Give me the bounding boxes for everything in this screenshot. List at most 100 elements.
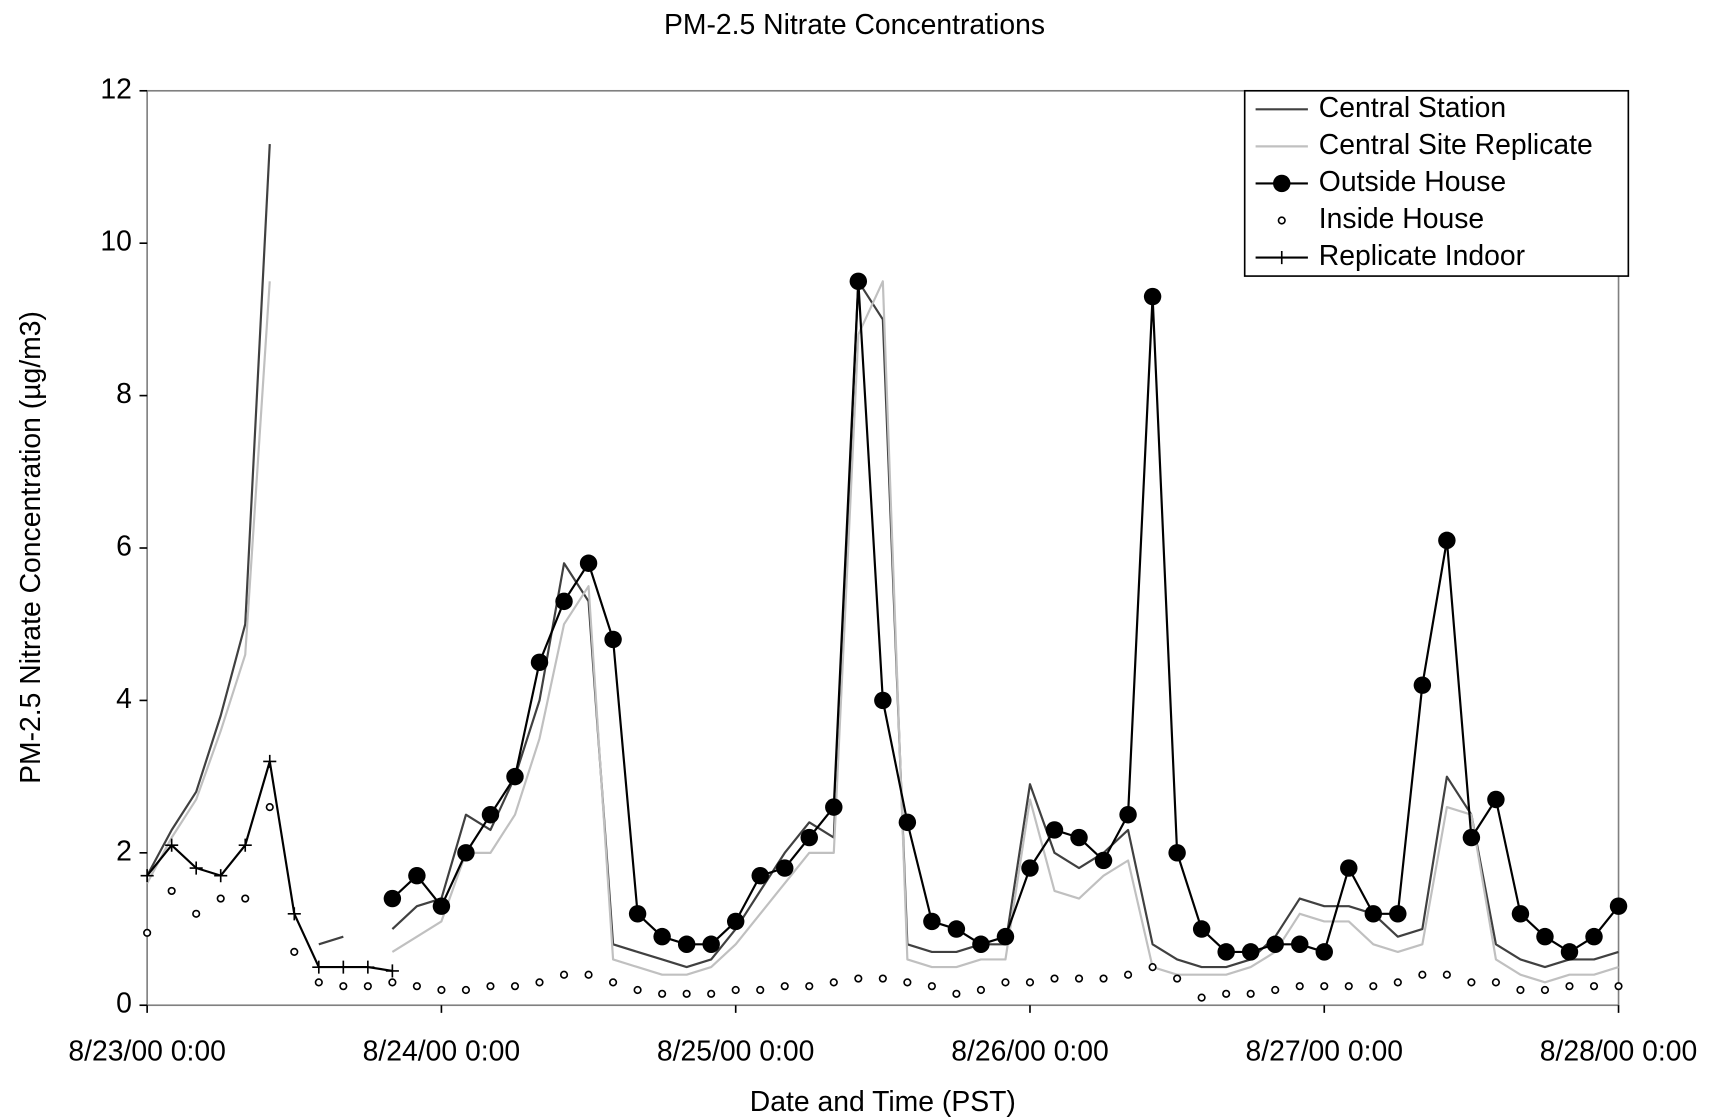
data-point xyxy=(265,803,274,812)
data-point xyxy=(314,978,323,987)
data-point xyxy=(1295,982,1304,991)
data-point xyxy=(1173,974,1182,983)
data-point xyxy=(383,889,402,908)
data-point xyxy=(878,974,887,983)
data-point xyxy=(1589,982,1599,991)
x-tick-label: 8/26/00 0:00 xyxy=(951,1036,1109,1068)
data-point xyxy=(1074,974,1084,983)
data-point xyxy=(363,982,372,991)
legend-marker xyxy=(1273,174,1291,193)
x-tick-label: 8/25/00 0:00 xyxy=(657,1036,815,1068)
data-point xyxy=(923,912,941,931)
y-tick-label: 10 xyxy=(100,226,132,258)
data-point xyxy=(1614,982,1623,991)
data-point xyxy=(432,897,451,915)
legend-marker xyxy=(1277,216,1286,225)
data-point xyxy=(776,859,794,877)
data-point xyxy=(1344,982,1353,991)
series-line xyxy=(146,760,393,972)
data-point xyxy=(1021,859,1039,877)
data-point xyxy=(1413,676,1432,694)
data-point xyxy=(481,806,500,824)
data-point xyxy=(1467,978,1476,987)
data-point xyxy=(854,974,863,983)
data-point xyxy=(751,866,769,885)
data-point xyxy=(1001,978,1010,987)
data-point xyxy=(457,844,475,862)
data-point xyxy=(192,909,201,918)
data-point xyxy=(756,985,765,995)
y-tick-label: 0 xyxy=(116,988,132,1020)
data-point xyxy=(1565,982,1574,991)
legend-box xyxy=(1243,89,1630,277)
data-point xyxy=(780,982,789,991)
y-tick-label: 8 xyxy=(116,378,132,410)
data-point xyxy=(385,964,399,978)
x-tick-label: 8/24/00 0:00 xyxy=(363,1036,521,1068)
legend-marker xyxy=(1275,251,1289,265)
data-point xyxy=(143,928,152,937)
data-point xyxy=(388,978,397,987)
data-point xyxy=(1418,970,1427,979)
x-axis-label: Date and Time (PST) xyxy=(750,1086,1016,1118)
data-point xyxy=(927,982,936,991)
data-point xyxy=(1491,978,1501,987)
data-point xyxy=(437,985,446,995)
data-point xyxy=(1192,920,1211,938)
data-point xyxy=(336,960,350,974)
data-point xyxy=(1119,806,1137,824)
data-point xyxy=(486,982,495,991)
data-point xyxy=(1217,943,1235,961)
data-point xyxy=(1123,970,1133,979)
data-point xyxy=(535,978,544,987)
series-line xyxy=(146,280,1619,984)
data-point xyxy=(1266,935,1284,953)
data-point xyxy=(339,982,348,991)
data-point xyxy=(1364,905,1383,923)
data-point xyxy=(604,630,622,649)
data-point xyxy=(555,592,573,611)
legend-label: Central Site Replicate xyxy=(1319,129,1593,161)
data-point xyxy=(1516,985,1525,995)
data-point xyxy=(1609,897,1628,915)
data-point xyxy=(584,970,593,979)
data-point xyxy=(1340,859,1358,877)
chart-title: PM-2.5 Nitrate Concentrations xyxy=(664,9,1045,41)
data-point xyxy=(530,653,549,672)
data-point xyxy=(874,691,892,710)
data-point xyxy=(952,989,961,998)
data-point xyxy=(608,978,618,987)
data-point xyxy=(731,985,740,995)
data-point xyxy=(898,813,917,832)
data-point xyxy=(1585,927,1603,946)
data-point xyxy=(1438,531,1456,550)
data-point xyxy=(658,989,667,998)
data-point xyxy=(829,978,838,987)
data-point xyxy=(972,935,990,953)
data-point xyxy=(216,894,225,903)
data-point xyxy=(1389,905,1407,923)
data-point xyxy=(165,838,179,852)
data-point xyxy=(290,947,299,956)
data-point xyxy=(461,985,471,995)
data-point xyxy=(506,767,524,786)
data-point xyxy=(559,970,569,979)
data-point xyxy=(1099,974,1108,983)
data-point xyxy=(1315,943,1333,961)
data-point xyxy=(1369,982,1378,991)
data-point xyxy=(238,838,252,852)
data-point xyxy=(214,869,228,883)
data-point xyxy=(1246,989,1255,998)
data-point xyxy=(1291,935,1309,953)
data-point xyxy=(263,754,277,768)
data-point xyxy=(167,886,176,896)
data-point xyxy=(1025,978,1035,987)
data-point xyxy=(241,894,250,903)
data-point xyxy=(1050,974,1059,983)
data-point xyxy=(1271,985,1280,995)
data-point xyxy=(707,989,716,998)
x-tick-label: 8/23/00 0:00 xyxy=(68,1036,226,1068)
data-point xyxy=(996,927,1015,946)
